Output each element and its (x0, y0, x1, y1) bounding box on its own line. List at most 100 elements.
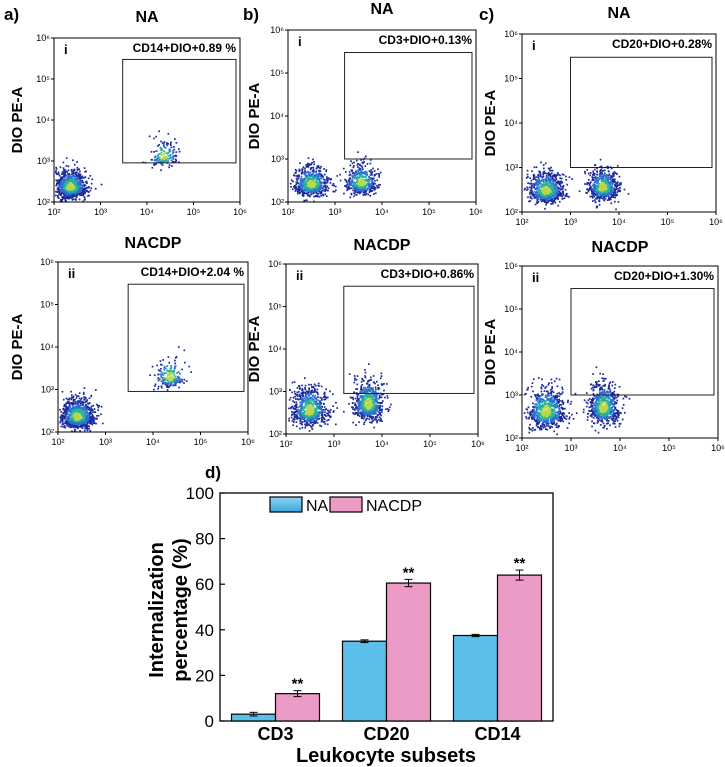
scatter-point (587, 190, 590, 193)
scatter-point (87, 191, 90, 193)
gate-box (127, 283, 245, 392)
scatter-point (317, 192, 320, 195)
scatter-x-tick-label: 10⁶ (233, 207, 247, 217)
scatter-point (153, 151, 155, 153)
scatter-point (612, 191, 615, 194)
scatter-point (94, 417, 97, 420)
scatter-point (561, 195, 564, 198)
scatter-point (565, 179, 568, 181)
scatter-point (167, 375, 169, 378)
scatter-point (162, 359, 164, 361)
scatter-point (542, 172, 545, 175)
scatter-point (309, 171, 312, 174)
scatter-point (90, 420, 92, 423)
scatter-point (372, 185, 375, 188)
scatter-point (74, 173, 77, 175)
scatter-point (605, 188, 608, 190)
scatter-point (316, 186, 319, 188)
scatter-point (366, 174, 368, 176)
scatter-point (169, 155, 171, 157)
scatter-point (178, 148, 180, 150)
scatter-point (317, 176, 320, 178)
scatter-point (77, 395, 80, 397)
scatter-point (349, 184, 352, 187)
scatter-point (553, 187, 556, 190)
scatter-point (603, 182, 605, 185)
scatter-point (73, 189, 75, 191)
scatter-point (67, 418, 69, 420)
scatter-point (155, 150, 157, 152)
scatter-point (603, 173, 606, 176)
scatter-point (315, 171, 317, 174)
scatter-point (613, 179, 615, 182)
scatter-point (599, 192, 602, 195)
scatter-point (81, 401, 84, 404)
scatter-point (168, 149, 171, 152)
scatter-point (304, 423, 306, 426)
scatter-point (63, 405, 65, 408)
scatter-point (537, 181, 540, 183)
scatter-point (295, 183, 298, 186)
scatter-point (82, 403, 84, 406)
scatter-point (299, 188, 301, 190)
scatter-point (365, 192, 368, 195)
scatter-point (84, 406, 87, 408)
scatter-point (594, 168, 596, 171)
scatter-point (84, 401, 86, 404)
scatter-point (150, 151, 153, 153)
scatter-point (79, 404, 81, 407)
scatter-point (593, 188, 596, 191)
scatter-point (363, 157, 366, 160)
scatter-point (321, 189, 324, 192)
scatter-point (612, 180, 614, 182)
scatter-point (79, 411, 82, 413)
scatter-point (79, 413, 81, 416)
scatter-point (301, 170, 304, 172)
scatter-point (188, 365, 191, 368)
scatter-point (327, 187, 330, 190)
scatter-point (546, 197, 548, 200)
scatter-point (64, 180, 67, 182)
scatter-point (174, 382, 177, 384)
scatter-point (315, 189, 318, 191)
scatter-point (320, 187, 322, 189)
scatter-point (544, 195, 546, 197)
scatter-point (556, 187, 559, 190)
scatter-point (603, 189, 606, 191)
scatter-point (75, 199, 77, 201)
scatter-point (346, 188, 349, 190)
scatter-point (59, 420, 62, 422)
scatter-point (597, 185, 600, 188)
scatter-point (303, 183, 306, 186)
scatter-point (160, 385, 163, 388)
scatter-point (168, 371, 170, 374)
scatter-point (548, 167, 551, 170)
scatter-point (76, 423, 78, 426)
scatter-point (603, 193, 606, 195)
scatter-point (160, 375, 162, 377)
scatter-point (75, 188, 78, 191)
scatter-point (538, 179, 540, 181)
scatter-point (169, 368, 172, 370)
scatter-point (364, 179, 366, 182)
scatter-point (85, 187, 88, 189)
scatter-point (81, 409, 83, 412)
scatter-point (537, 173, 539, 176)
scatter-ylabel: DIO PE-A (9, 314, 26, 381)
scatter-point (549, 169, 551, 172)
scatter-point (594, 164, 596, 167)
scatter-point (77, 173, 80, 176)
scatter-point (82, 423, 85, 426)
scatter-point (168, 148, 171, 151)
scatter-point (82, 409, 85, 412)
scatter-point (96, 415, 98, 417)
scatter-point (373, 193, 375, 195)
scatter-point (91, 423, 94, 426)
scatter-point (72, 419, 75, 422)
scatter-point (324, 184, 327, 187)
scatter-point (57, 171, 60, 174)
scatter-point (312, 179, 315, 181)
scatter-point (67, 422, 69, 424)
scatter-point (158, 143, 160, 146)
scatter-point (595, 192, 598, 194)
